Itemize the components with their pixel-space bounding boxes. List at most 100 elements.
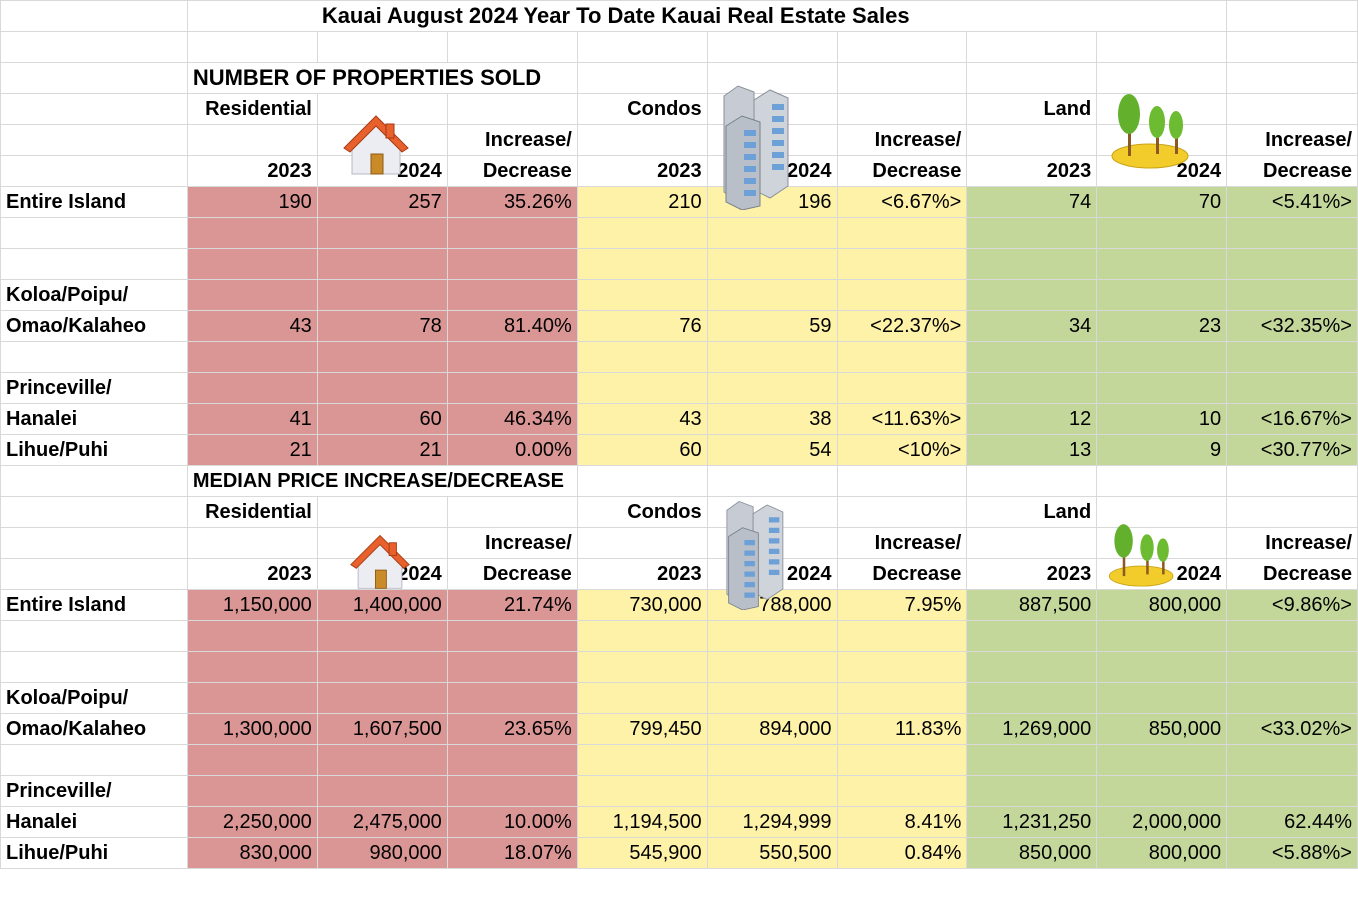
cell[interactable] <box>316 682 448 714</box>
increase-label[interactable]: Increase/ <box>1226 527 1358 559</box>
cell[interactable] <box>576 341 708 373</box>
cell[interactable] <box>316 217 448 249</box>
cell[interactable] <box>1096 341 1228 373</box>
cell[interactable] <box>186 651 318 683</box>
cell[interactable] <box>1226 93 1358 125</box>
value-cell[interactable]: 1,300,000 <box>186 713 318 745</box>
value-cell[interactable]: <11.63%> <box>836 403 968 435</box>
cell[interactable] <box>0 248 188 280</box>
cell[interactable] <box>706 682 838 714</box>
cell[interactable] <box>1226 217 1358 249</box>
area-label[interactable]: Koloa/Poipu/ <box>0 682 188 714</box>
value-cell[interactable]: 10 <box>1096 403 1228 435</box>
cell[interactable] <box>576 775 708 807</box>
value-cell[interactable]: <5.88%> <box>1226 837 1358 869</box>
cell[interactable] <box>1226 372 1358 404</box>
value-cell[interactable]: 257 <box>316 186 448 218</box>
cell[interactable] <box>1096 775 1228 807</box>
cell[interactable] <box>966 341 1098 373</box>
cell[interactable] <box>836 775 968 807</box>
decrease-label[interactable]: Decrease <box>836 155 968 187</box>
area-label[interactable]: Hanalei <box>0 403 188 435</box>
decrease-label[interactable]: Decrease <box>446 558 578 590</box>
year-2023-header[interactable]: 2023 <box>966 558 1098 590</box>
cell[interactable] <box>966 465 1098 497</box>
value-cell[interactable]: <6.67%> <box>836 186 968 218</box>
cell[interactable] <box>576 124 708 156</box>
value-cell[interactable]: 730,000 <box>576 589 708 621</box>
cell[interactable] <box>0 651 188 683</box>
cell[interactable] <box>966 62 1098 94</box>
cell[interactable] <box>0 124 188 156</box>
cell[interactable] <box>186 775 318 807</box>
cell[interactable] <box>836 248 968 280</box>
value-cell[interactable]: <33.02%> <box>1226 713 1358 745</box>
cell[interactable] <box>446 744 578 776</box>
cell[interactable] <box>1226 0 1358 32</box>
value-cell[interactable]: <9.86%> <box>1226 589 1358 621</box>
category-residential[interactable]: Residential <box>186 496 318 528</box>
cell[interactable] <box>836 682 968 714</box>
cell[interactable] <box>576 372 708 404</box>
cell[interactable] <box>316 651 448 683</box>
cell[interactable] <box>316 341 448 373</box>
cell[interactable] <box>316 744 448 776</box>
cell[interactable] <box>1096 651 1228 683</box>
cell[interactable] <box>1226 651 1358 683</box>
value-cell[interactable]: 10.00% <box>446 806 578 838</box>
cell[interactable] <box>186 341 318 373</box>
cell[interactable] <box>576 744 708 776</box>
cell[interactable] <box>966 372 1098 404</box>
cell[interactable] <box>966 124 1098 156</box>
area-label[interactable]: Entire Island <box>0 186 188 218</box>
cell[interactable] <box>446 775 578 807</box>
cell[interactable] <box>446 248 578 280</box>
value-cell[interactable]: 46.34% <box>446 403 578 435</box>
year-2023-header[interactable]: 2023 <box>966 155 1098 187</box>
cell[interactable] <box>446 93 578 125</box>
cell[interactable] <box>446 651 578 683</box>
year-2023-header[interactable]: 2023 <box>576 558 708 590</box>
value-cell[interactable]: 800,000 <box>1096 837 1228 869</box>
cell[interactable] <box>186 682 318 714</box>
cell[interactable] <box>706 620 838 652</box>
cell[interactable] <box>836 744 968 776</box>
cell[interactable] <box>186 744 318 776</box>
value-cell[interactable]: 1,607,500 <box>316 713 448 745</box>
cell[interactable] <box>576 620 708 652</box>
section-heading[interactable]: MEDIAN PRICE INCREASE/DECREASE <box>186 465 578 497</box>
cell[interactable] <box>1096 279 1228 311</box>
value-cell[interactable]: 23.65% <box>446 713 578 745</box>
cell[interactable] <box>316 496 448 528</box>
cell[interactable] <box>1226 341 1358 373</box>
cell[interactable] <box>966 682 1098 714</box>
area-label[interactable]: Omao/Kalaheo <box>0 713 188 745</box>
value-cell[interactable]: <5.41%> <box>1226 186 1358 218</box>
value-cell[interactable]: 799,450 <box>576 713 708 745</box>
category-land[interactable]: Land <box>966 496 1098 528</box>
value-cell[interactable]: 43 <box>576 403 708 435</box>
cell[interactable] <box>1096 465 1228 497</box>
value-cell[interactable]: 0.00% <box>446 434 578 466</box>
value-cell[interactable]: 9 <box>1096 434 1228 466</box>
cell[interactable] <box>186 217 318 249</box>
cell[interactable] <box>1226 620 1358 652</box>
area-label[interactable]: Koloa/Poipu/ <box>0 279 188 311</box>
increase-label[interactable]: Increase/ <box>446 527 578 559</box>
cell[interactable] <box>446 217 578 249</box>
cell[interactable] <box>186 0 318 32</box>
cell[interactable] <box>706 744 838 776</box>
value-cell[interactable]: 38 <box>706 403 838 435</box>
decrease-label[interactable]: Decrease <box>836 558 968 590</box>
area-label[interactable]: Lihue/Puhi <box>0 837 188 869</box>
value-cell[interactable]: 1,400,000 <box>316 589 448 621</box>
cell[interactable] <box>1226 279 1358 311</box>
cell[interactable] <box>706 465 838 497</box>
cell[interactable] <box>706 651 838 683</box>
cell[interactable] <box>966 744 1098 776</box>
cell[interactable] <box>1096 620 1228 652</box>
value-cell[interactable]: 18.07% <box>446 837 578 869</box>
cell[interactable] <box>706 279 838 311</box>
cell[interactable] <box>0 620 188 652</box>
cell[interactable] <box>186 248 318 280</box>
